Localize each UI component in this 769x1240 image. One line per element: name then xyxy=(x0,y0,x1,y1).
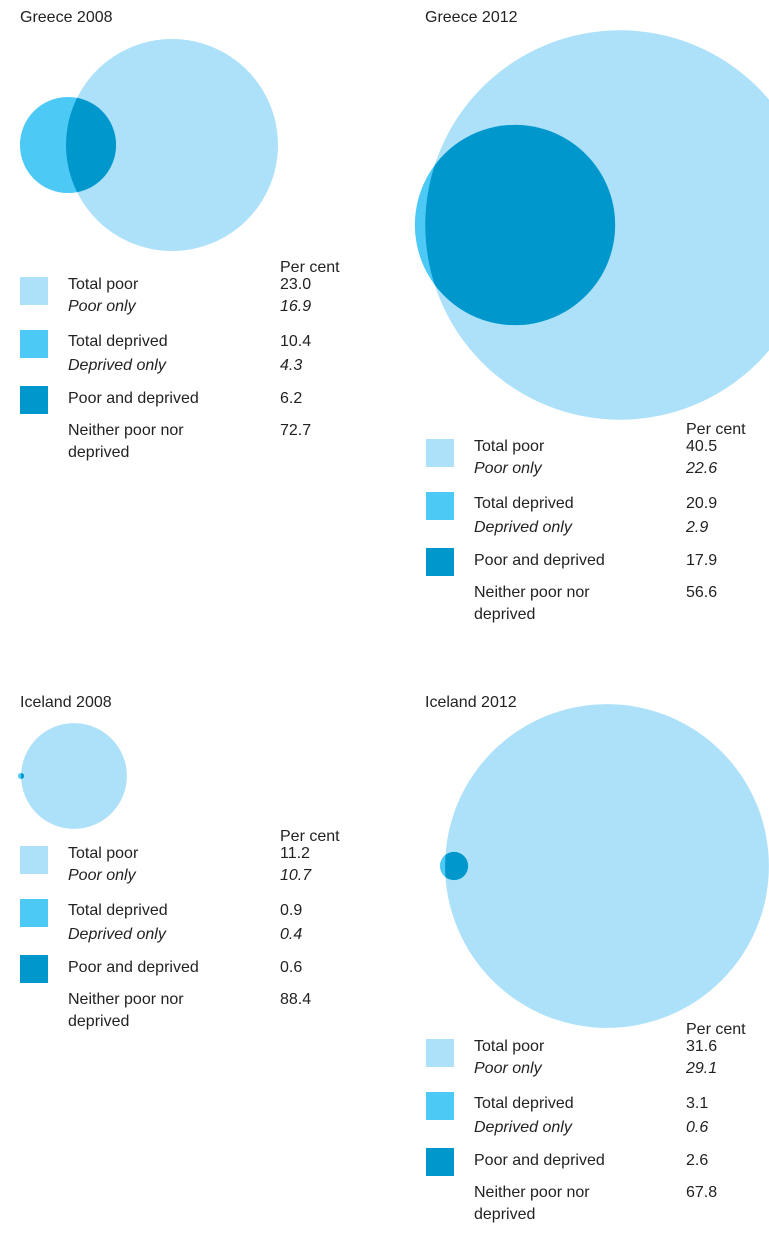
legend-value: 0.4 xyxy=(280,926,303,943)
legend-label: Poor only xyxy=(68,298,136,315)
legend-label: Total poor xyxy=(474,438,545,455)
legend-label: Poor only xyxy=(474,460,542,477)
legend-swatch xyxy=(426,1148,454,1176)
legend-label: Total deprived xyxy=(68,902,168,919)
legend-swatch xyxy=(20,330,48,358)
legend-swatch xyxy=(426,492,454,520)
legend-value: 3.1 xyxy=(686,1095,709,1112)
legend-label: Neither poor nor deprived xyxy=(68,991,184,1030)
poor-circle xyxy=(66,39,278,251)
legend-value: 23.0 xyxy=(280,276,312,293)
legend-value: 22.6 xyxy=(686,460,718,477)
legend-swatch xyxy=(20,955,48,983)
legend-value: 56.6 xyxy=(686,584,718,601)
legend-label: Total deprived xyxy=(68,333,168,350)
legend-label: Poor and deprived xyxy=(68,390,199,407)
legend-label: Poor only xyxy=(474,1060,542,1077)
legend-swatch xyxy=(20,386,48,414)
panel-title: Greece 2008 xyxy=(20,9,113,26)
overlap xyxy=(425,124,616,326)
overlap xyxy=(66,96,117,194)
legend-value: 2.6 xyxy=(686,1152,709,1169)
legend-header: Per cent xyxy=(280,259,340,276)
legend-value: 0.9 xyxy=(280,902,303,919)
legend-swatch xyxy=(426,1039,454,1067)
legend-swatch xyxy=(426,1092,454,1120)
panel-title: Iceland 2012 xyxy=(425,694,517,711)
legend-label: Total poor xyxy=(68,276,139,293)
legend-value: 10.7 xyxy=(280,867,312,884)
legend-label: Neither poor nor deprived xyxy=(474,584,590,623)
legend-value: 4.3 xyxy=(280,357,303,374)
legend-label: Poor and deprived xyxy=(474,1152,605,1169)
legend-swatch xyxy=(20,899,48,927)
panel-title: Greece 2012 xyxy=(425,9,518,26)
legend-value: 11.2 xyxy=(280,845,310,862)
legend-swatch xyxy=(20,846,48,874)
poor-circle xyxy=(445,704,769,1028)
legend-label: Total deprived xyxy=(474,1095,574,1112)
legend-value: 40.5 xyxy=(686,438,718,455)
legend-value: 6.2 xyxy=(280,390,303,407)
legend-label: Deprived only xyxy=(474,519,572,536)
legend-label: Total poor xyxy=(68,845,139,862)
legend-value: 29.1 xyxy=(686,1060,718,1077)
overlap xyxy=(21,772,25,780)
legend-value: 20.9 xyxy=(686,495,718,512)
legend-label: Poor and deprived xyxy=(68,959,199,976)
legend-header: Per cent xyxy=(280,828,340,845)
legend-value: 72.7 xyxy=(280,422,312,439)
legend-label: Deprived only xyxy=(68,357,166,374)
legend-label: Neither poor nor deprived xyxy=(474,1184,590,1223)
legend-label: Neither poor nor deprived xyxy=(68,422,184,461)
legend-value: 2.9 xyxy=(686,519,709,536)
legend-label: Poor only xyxy=(68,867,136,884)
legend-value: 16.9 xyxy=(280,298,312,315)
legend-swatch xyxy=(20,277,48,305)
legend-swatch xyxy=(426,548,454,576)
legend-value: 67.8 xyxy=(686,1184,718,1201)
legend-label: Deprived only xyxy=(68,926,166,943)
legend-value: 0.6 xyxy=(280,959,303,976)
legend-label: Total deprived xyxy=(474,495,574,512)
poor-circle xyxy=(21,723,127,829)
legend-value: 0.6 xyxy=(686,1119,709,1136)
legend-label: Total poor xyxy=(474,1038,545,1055)
legend-header: Per cent xyxy=(686,421,746,438)
panel-title: Iceland 2008 xyxy=(20,694,112,711)
overlap xyxy=(445,851,469,881)
legend-swatch xyxy=(426,439,454,467)
legend-value: 17.9 xyxy=(686,552,718,569)
legend-value: 31.6 xyxy=(686,1038,718,1055)
legend-label: Poor and deprived xyxy=(474,552,605,569)
legend-value: 88.4 xyxy=(280,991,312,1008)
legend-label: Deprived only xyxy=(474,1119,572,1136)
legend-value: 10.4 xyxy=(280,333,312,350)
legend-header: Per cent xyxy=(686,1021,746,1038)
